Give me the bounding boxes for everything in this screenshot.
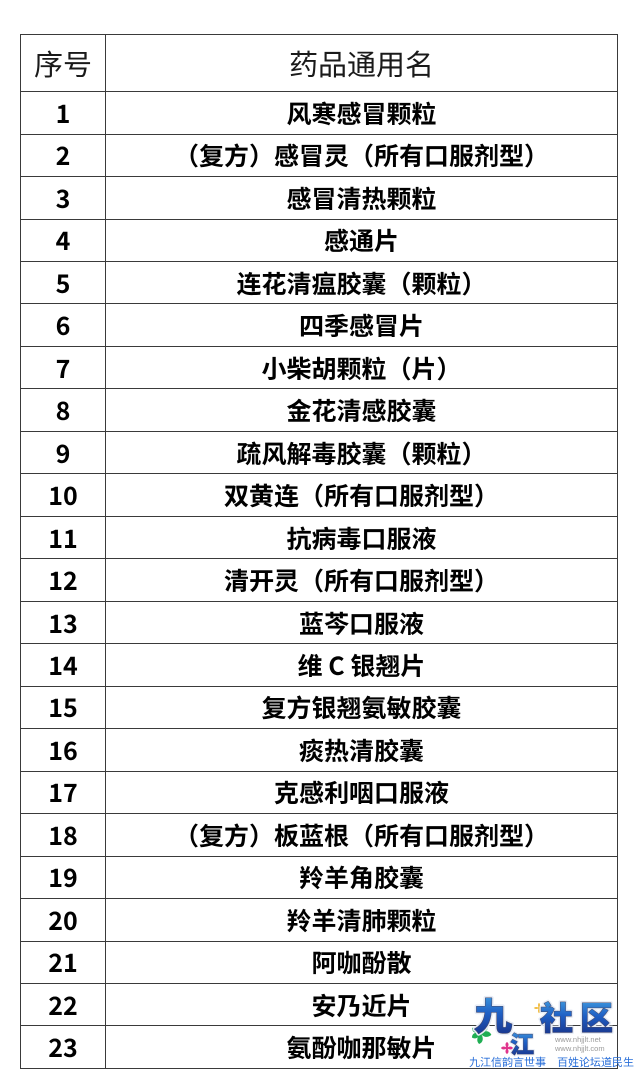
svg-text:九江信韵言世事 百姓论坛道民生: 九江信韵言世事 百姓论坛道民生	[469, 1054, 634, 1070]
svg-text:区: 区	[580, 995, 613, 1040]
svg-text:社: 社	[540, 995, 573, 1040]
svg-text:www.nhjjlt.net: www.nhjjlt.net	[554, 1035, 602, 1044]
svg-text:九: 九	[474, 995, 512, 1041]
svg-text:www.nhjjlt.com: www.nhjjlt.com	[554, 1044, 605, 1053]
